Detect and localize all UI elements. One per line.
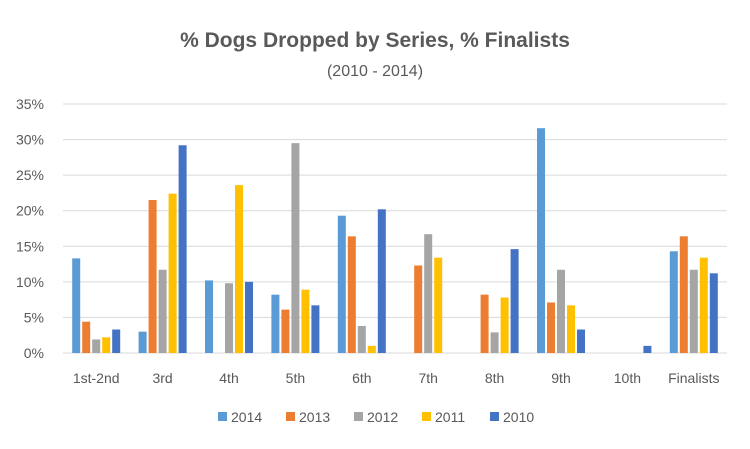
bar-2010-6th: [377, 209, 386, 353]
legend-swatch-2010: [490, 412, 499, 421]
bar-2012-4th: [225, 283, 233, 353]
legend-label: 2014: [231, 409, 262, 425]
bar-2012-5th: [291, 143, 300, 353]
x-category-label: 9th: [551, 370, 570, 386]
bar-2011-5th: [301, 289, 310, 353]
x-category-label: 10th: [614, 370, 641, 386]
legend-swatch-2014: [218, 412, 227, 421]
bar-2013-3rd: [148, 200, 157, 353]
bar-2013-8th: [480, 294, 489, 353]
bar-2010-4th: [245, 281, 253, 353]
x-category-label: 4th: [219, 370, 238, 386]
bar-2014-1st-2nd: [72, 258, 81, 353]
bar-2013-7th: [414, 265, 423, 353]
bar-2013-9th: [547, 302, 555, 353]
bar-2011-3rd: [168, 193, 177, 353]
bar-2011-7th: [434, 257, 443, 353]
bar-2013-5th: [281, 309, 290, 353]
bar-2014-5th: [271, 294, 280, 353]
bars: [72, 128, 718, 353]
chart-title: % Dogs Dropped by Series, % Finalists: [180, 29, 570, 52]
x-category-label: 7th: [418, 370, 437, 386]
y-tick-label: 0%: [24, 345, 44, 361]
x-category-label: 6th: [352, 370, 371, 386]
y-tick-label: 30%: [16, 132, 44, 148]
bar-2011-Finalists: [699, 257, 708, 353]
bar-2012-8th: [490, 332, 499, 353]
bar-2010-8th: [510, 249, 519, 353]
bar-2010-1st-2nd: [112, 329, 121, 353]
y-axis-ticks: 0% 5% 10% 15% 20% 25% 30% 35%: [16, 96, 44, 361]
bar-2012-9th: [557, 269, 565, 353]
legend-swatch-2013: [286, 412, 295, 421]
bar-2013-6th: [347, 236, 356, 353]
chart-subtitle: (2010 - 2014): [327, 63, 423, 80]
bar-2014-6th: [337, 215, 346, 353]
x-axis-labels: 1st-2nd 3rd 4th 5th 6th 7th 8th 9th 10th Finalist…: [73, 370, 720, 386]
legend-swatch-2012: [354, 412, 363, 421]
bar-2012-3rd: [158, 269, 167, 353]
bar-2011-8th: [500, 297, 509, 353]
x-category-label: Finalists: [668, 370, 719, 386]
bar-2010-Finalists: [709, 273, 718, 353]
bar-2010-10th: [643, 345, 652, 353]
bar-2010-5th: [311, 305, 320, 353]
bar-2014-Finalists: [669, 251, 678, 353]
bar-2010-9th: [577, 329, 585, 353]
legend-swatch-2011: [422, 412, 431, 421]
y-tick-label: 15%: [16, 238, 44, 254]
y-tick-label: 20%: [16, 203, 44, 219]
y-tick-label: 35%: [16, 96, 44, 112]
bar-2014-4th: [205, 280, 213, 353]
legend-label: 2012: [367, 409, 398, 425]
bar-2012-7th: [424, 234, 433, 353]
x-category-label: 3rd: [152, 370, 172, 386]
legend-label: 2011: [435, 409, 465, 425]
bar-2012-Finalists: [689, 269, 698, 353]
bar-2014-3rd: [138, 331, 147, 353]
bar-2012-1st-2nd: [92, 339, 101, 353]
legend-label: 2013: [299, 409, 330, 425]
bar-2013-1st-2nd: [82, 321, 91, 353]
bar-2010-3rd: [178, 145, 187, 353]
legend-label: 2010: [503, 409, 534, 425]
x-category-label: 8th: [485, 370, 504, 386]
bar-2011-1st-2nd: [102, 337, 111, 353]
bar-2011-4th: [235, 185, 243, 353]
y-tick-label: 5%: [24, 309, 44, 325]
y-tick-label: 25%: [16, 167, 44, 183]
bar-2011-9th: [567, 305, 575, 353]
y-tick-label: 10%: [16, 274, 44, 290]
bar-2012-6th: [357, 325, 366, 353]
x-category-label: 1st-2nd: [73, 370, 120, 386]
bar-2014-9th: [537, 128, 545, 353]
legend: 2014 2013 2012 2011 2010: [218, 409, 534, 425]
x-category-label: 5th: [286, 370, 305, 386]
bar-2013-Finalists: [679, 236, 688, 353]
bar-2011-6th: [367, 345, 376, 353]
